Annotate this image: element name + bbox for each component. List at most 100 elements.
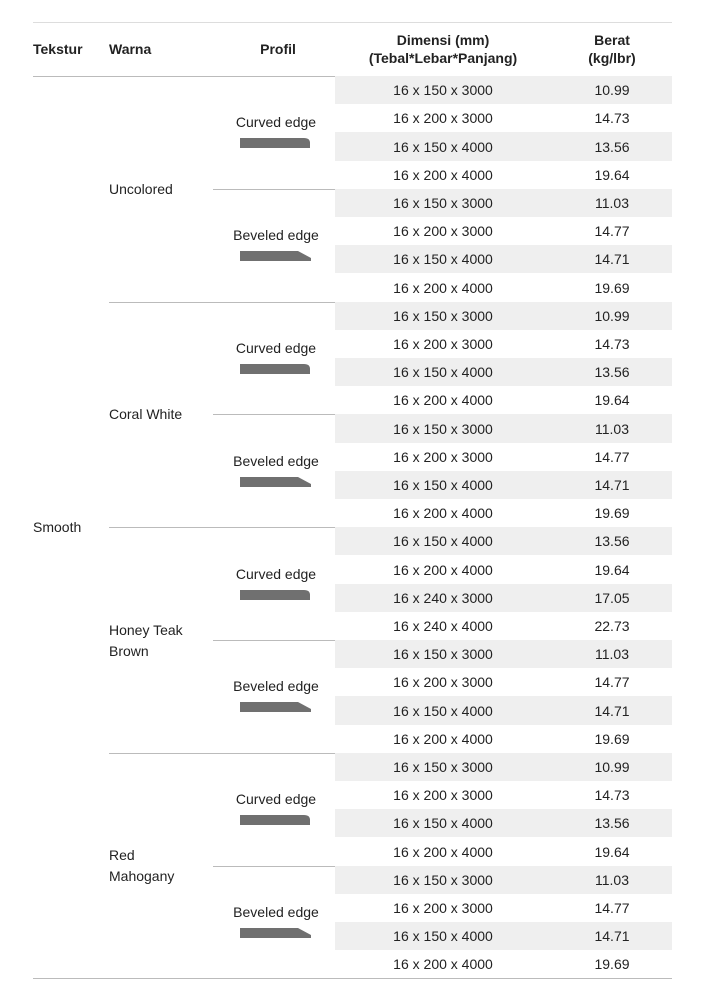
row-shade — [335, 922, 672, 951]
profile-icon — [240, 476, 311, 487]
profile-icon — [240, 364, 310, 374]
weight: 10.99 — [594, 758, 630, 775]
dimension: 16 x 240 x 3000 — [393, 589, 493, 606]
row-shade — [335, 865, 672, 894]
dimension: 16 x 150 x 3000 — [393, 194, 493, 211]
texture-name: Smooth — [33, 519, 82, 536]
dimension: 16 x 200 x 3000 — [393, 674, 493, 691]
weight: 14.77 — [594, 899, 630, 916]
row-shade — [335, 414, 672, 443]
profile-name: Curved edge — [235, 114, 317, 131]
profile-icon — [240, 702, 311, 713]
dimension: 16 x 150 x 3000 — [393, 871, 493, 888]
row-shade — [335, 527, 672, 556]
weight: 19.64 — [594, 392, 630, 409]
profile-icon — [240, 251, 311, 262]
color-name: Uncolored — [109, 180, 173, 197]
profile-icon — [240, 815, 310, 826]
dimension: 16 x 200 x 4000 — [393, 956, 493, 973]
weight: 14.71 — [594, 702, 630, 719]
dimension: 16 x 200 x 4000 — [393, 392, 493, 409]
dimension: 16 x 200 x 3000 — [393, 448, 493, 465]
dimension: 16 x 150 x 4000 — [393, 928, 493, 945]
profile-name: Curved edge — [235, 340, 317, 356]
profile-name: Beveled edge — [233, 227, 319, 244]
rule — [33, 978, 672, 980]
weight: 19.69 — [594, 279, 630, 296]
row-shade — [335, 358, 672, 387]
weight: 14.77 — [594, 674, 630, 691]
profile-name: Beveled edge — [233, 452, 319, 469]
header-cell: Profil — [260, 41, 296, 57]
profile-name: Curved edge — [235, 791, 317, 808]
profile-icon — [240, 928, 311, 938]
dimension: 16 x 150 x 3000 — [393, 307, 493, 324]
dimension: 16 x 200 x 4000 — [393, 843, 493, 860]
dimension: 16 x 240 x 4000 — [393, 617, 493, 634]
row-shade — [335, 301, 672, 330]
dimension: 16 x 150 x 4000 — [393, 476, 493, 493]
weight: 19.64 — [594, 166, 630, 183]
header-cell: (kg/lbr) — [588, 50, 636, 66]
weight: 14.71 — [594, 928, 630, 945]
row-shade — [335, 470, 672, 499]
weight: 14.73 — [594, 787, 630, 804]
row-shade — [335, 583, 672, 612]
profile-icon — [240, 589, 310, 600]
dimension: 16 x 150 x 4000 — [393, 364, 493, 381]
weight: 11.03 — [595, 646, 629, 663]
profile-name: Beveled edge — [233, 904, 319, 920]
dimension: 16 x 200 x 4000 — [393, 561, 493, 578]
profile-name: Curved edge — [235, 565, 317, 582]
dimension: 16 x 200 x 4000 — [393, 505, 493, 522]
weight: 14.71 — [594, 251, 630, 268]
weight: 14.71 — [594, 476, 630, 493]
weight: 10.99 — [594, 82, 630, 99]
weight: 13.56 — [594, 533, 630, 550]
profile-name: Beveled edge — [233, 678, 319, 695]
dimension: 16 x 150 x 4000 — [393, 138, 493, 155]
weight: 22.73 — [594, 617, 630, 634]
weight: 13.56 — [594, 815, 630, 832]
weight: 14.73 — [594, 335, 630, 352]
dimension: 16 x 150 x 3000 — [393, 646, 493, 663]
color-name: Coral White — [109, 406, 183, 423]
dimension: 16 x 200 x 3000 — [393, 335, 493, 352]
weight: 13.56 — [594, 138, 630, 155]
color-name: Red — [109, 847, 135, 864]
color-name: Brown — [109, 642, 149, 659]
profile-icon — [240, 138, 310, 149]
weight: 11.03 — [595, 420, 629, 437]
weight: 19.64 — [594, 561, 630, 578]
dimension: 16 x 150 x 3000 — [393, 420, 493, 437]
header-cell: Tekstur — [33, 41, 83, 57]
dimension: 16 x 150 x 4000 — [393, 815, 493, 832]
row-shade — [335, 132, 672, 161]
dimension: 16 x 150 x 3000 — [393, 82, 493, 99]
weight: 11.03 — [595, 871, 629, 888]
row-shade — [335, 809, 672, 838]
row-shade — [335, 188, 672, 217]
weight: 13.56 — [594, 364, 630, 381]
dimension: 16 x 150 x 4000 — [393, 251, 493, 268]
header-cell: Dimensi (mm) — [396, 32, 490, 48]
dimension: 16 x 200 x 4000 — [393, 279, 493, 296]
header-cell: Berat — [594, 32, 630, 48]
weight: 14.77 — [594, 223, 630, 240]
dimension: 16 x 200 x 4000 — [393, 166, 493, 183]
weight: 19.69 — [594, 956, 630, 973]
weight: 14.77 — [594, 448, 630, 465]
weight: 19.69 — [594, 505, 630, 522]
dimension: 16 x 200 x 3000 — [393, 110, 493, 127]
color-name: Mahogany — [109, 868, 175, 885]
header-cell: Warna — [109, 41, 152, 57]
header-cell: (Tebal*Lebar*Panjang) — [368, 50, 518, 66]
row-shade — [335, 696, 672, 725]
weight: 14.73 — [594, 110, 630, 127]
row-shade — [335, 752, 672, 781]
row-shade — [335, 245, 672, 274]
weight: 10.99 — [594, 307, 630, 324]
rule — [33, 22, 672, 23]
dimension: 16 x 200 x 3000 — [393, 899, 493, 916]
